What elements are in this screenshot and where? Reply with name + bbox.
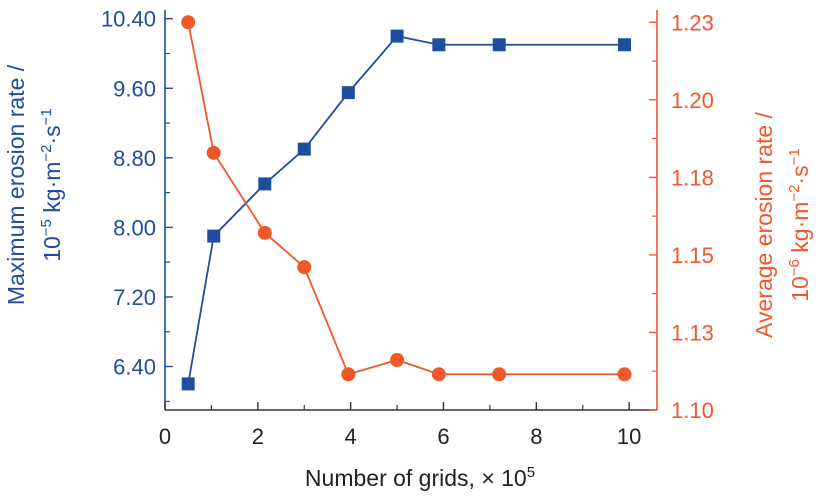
right-y-axis-title-line1: Average erosion rate / — [751, 111, 777, 337]
x-tick-label: 10 — [617, 424, 641, 449]
x-axis-ticks: 0 2 4 6 8 10 — [159, 402, 641, 449]
max-erosion-point — [492, 38, 506, 52]
avg-erosion-point — [206, 145, 221, 160]
left-tick-label: 10.40 — [101, 7, 156, 32]
right-tick-label: 1.15 — [671, 243, 714, 268]
avg-erosion-point — [492, 367, 507, 382]
left-tick-label: 8.80 — [113, 146, 156, 171]
right-tick-label: 1.20 — [671, 88, 714, 113]
left-y-axis-title-line1: Maximum erosion rate / — [3, 64, 29, 305]
avg-erosion-point — [431, 367, 446, 382]
left-y-axis-title-line2: 10−5 kg·m−2·s−1 — [38, 108, 65, 262]
right-tick-label: 1.10 — [671, 398, 714, 423]
right-tick-label: 1.23 — [671, 10, 714, 35]
x-tick-label: 8 — [530, 424, 542, 449]
x-tick-label: 0 — [159, 424, 171, 449]
right-y-axis-ticks: 1.10 1.13 1.15 1.18 1.20 1.23 — [649, 10, 714, 423]
left-tick-label: 7.20 — [113, 285, 156, 310]
max-erosion-point — [618, 38, 632, 52]
x-tick-label: 2 — [252, 424, 264, 449]
max-erosion-point — [297, 142, 311, 156]
avg-erosion-point — [181, 15, 196, 30]
max-erosion-point — [390, 29, 404, 43]
avg-erosion-point — [297, 260, 312, 275]
series-layer — [181, 15, 632, 391]
left-tick-label: 9.60 — [113, 76, 156, 101]
avg-erosion-point — [341, 367, 356, 382]
x-tick-label: 4 — [345, 424, 357, 449]
avg-erosion-point — [257, 225, 272, 240]
x-axis-title: Number of grids, × 105 — [305, 464, 535, 491]
right-tick-label: 1.18 — [671, 165, 714, 190]
right-y-axis-title-line2: 10−6 kg·m−2·s−1 — [786, 148, 813, 302]
max-erosion-series-line — [187, 35, 625, 385]
avg-erosion-point — [390, 353, 405, 367]
left-y-axis-ticks: 6.40 7.20 8.00 8.80 9.60 10.40 — [101, 7, 173, 402]
left-tick-label: 6.40 — [113, 355, 156, 380]
avg-erosion-point — [617, 367, 632, 382]
left-tick-label: 8.00 — [113, 215, 156, 240]
max-erosion-point — [207, 229, 221, 243]
max-erosion-point — [181, 377, 195, 391]
max-erosion-point — [258, 177, 272, 191]
max-erosion-point — [341, 86, 355, 100]
avg-erosion-series-line — [187, 22, 625, 376]
right-tick-label: 1.13 — [671, 320, 714, 345]
max-erosion-point — [432, 38, 446, 52]
x-tick-label: 6 — [437, 424, 449, 449]
